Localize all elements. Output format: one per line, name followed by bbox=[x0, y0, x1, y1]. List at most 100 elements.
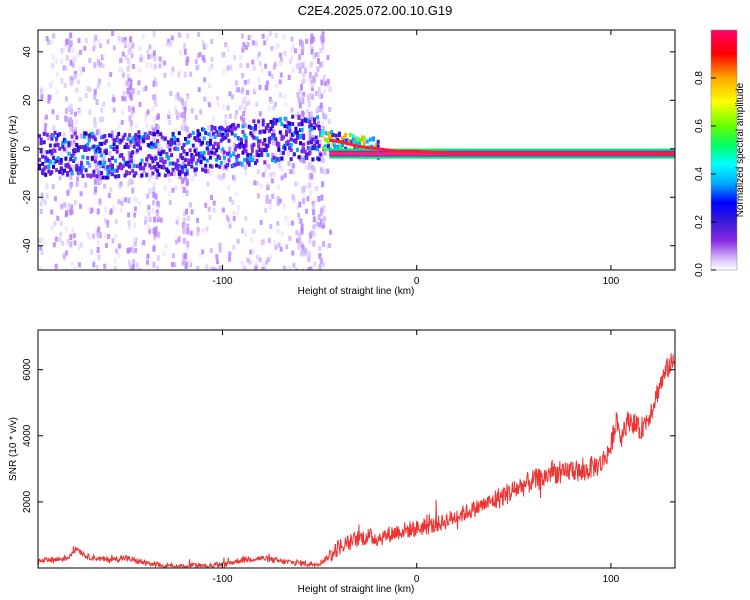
spectrogram-speckle bbox=[71, 48, 75, 54]
spectrogram-speckle bbox=[311, 134, 315, 140]
spectrogram-ridge-cell bbox=[146, 135, 150, 140]
spectrogram-ridge-cell bbox=[168, 142, 172, 147]
spectrogram-speckle bbox=[75, 181, 79, 187]
spectrogram-speckle bbox=[88, 235, 92, 241]
spectrogram-ridge-cell bbox=[215, 157, 219, 162]
spectrogram-streak bbox=[65, 116, 69, 123]
spectrogram-streak bbox=[182, 187, 186, 193]
spectrogram-streak bbox=[312, 230, 316, 237]
spectrogram-speckle bbox=[88, 86, 92, 92]
spectrogram-speckle bbox=[304, 67, 308, 73]
spectrogram-speckle bbox=[268, 205, 272, 211]
spectrogram-ridge-cell bbox=[50, 136, 54, 141]
spectrogram-ridge-cell bbox=[165, 152, 169, 157]
spectrogram-ridge-cell bbox=[285, 142, 288, 147]
spectrogram-speckle bbox=[262, 262, 266, 268]
spectrogram-speckle bbox=[240, 33, 244, 39]
spectrogram-ridge-cell bbox=[135, 164, 139, 169]
spectrogram-speckle bbox=[202, 57, 206, 63]
spectrogram-ridge-cell bbox=[93, 159, 97, 164]
spectrogram-ridge-cell bbox=[86, 155, 90, 160]
spectrogram-speckle bbox=[99, 43, 102, 49]
spectrogram-ridge-cell bbox=[247, 156, 251, 161]
spectrogram-ridge-cell bbox=[187, 140, 191, 145]
spectrogram-ridge-cell bbox=[67, 143, 71, 148]
spectrogram-speckle bbox=[254, 41, 258, 47]
spectrogram-speckle bbox=[187, 216, 191, 221]
spectrogram-speckle bbox=[209, 247, 213, 253]
spectrogram-ridge-cell bbox=[139, 162, 142, 167]
spectrogram-ridge-cell bbox=[316, 115, 320, 120]
spectrogram-speckle bbox=[273, 61, 277, 67]
spectrogram-streak bbox=[94, 154, 98, 161]
spectrogram-ridge-cell bbox=[283, 116, 287, 121]
spectrogram-streak bbox=[182, 228, 186, 235]
spectrogram-speckle bbox=[111, 31, 115, 36]
spectrogram-ridge-cell bbox=[78, 145, 82, 150]
spectrogram-streak bbox=[127, 58, 130, 65]
spectrogram-ridge-cell bbox=[191, 130, 195, 135]
spectrogram-ridge-cell bbox=[216, 142, 220, 147]
spectrogram-ridge-cell bbox=[107, 170, 111, 174]
spectrogram-speckle bbox=[54, 236, 58, 242]
spectrogram-streak bbox=[153, 55, 157, 62]
spectrogram-speckle bbox=[290, 47, 294, 53]
spectrogram-ridge-cell bbox=[316, 156, 320, 161]
spectrogram-ridge-cell bbox=[128, 171, 132, 176]
spectrogram-speckle bbox=[47, 94, 51, 100]
spectrogram-speckle bbox=[172, 171, 176, 176]
spectrogram-speckle bbox=[292, 262, 296, 268]
spectrogram-ridge-cell bbox=[240, 141, 243, 146]
spectrogram-speckle bbox=[248, 260, 252, 266]
spectrogram-ridge-cell bbox=[337, 131, 341, 136]
spectrogram-ridge-cell bbox=[232, 122, 236, 127]
spectrogram-ridge-cell bbox=[165, 154, 169, 159]
spectrogram-speckle bbox=[170, 70, 174, 76]
spectrogram-ridge-cell bbox=[86, 173, 90, 178]
spectrogram-ridge-cell bbox=[266, 143, 270, 148]
spectrogram-speckle bbox=[76, 52, 80, 58]
spectrogram-speckle bbox=[120, 67, 124, 73]
spectrogram-speckle bbox=[142, 240, 146, 246]
spectrogram-streak bbox=[310, 45, 314, 52]
spectrogram-ridge-cell bbox=[233, 162, 237, 167]
spectrogram-ridge-cell bbox=[170, 153, 174, 158]
spectrogram-speckle bbox=[146, 159, 150, 165]
spectrogram-ridge-cell bbox=[362, 141, 366, 146]
spectrogram-speckle bbox=[226, 105, 230, 111]
spectrogram-ridge-cell bbox=[272, 121, 276, 126]
spectrogram-ridge-cell bbox=[156, 169, 160, 174]
spectrogram-streak bbox=[182, 217, 186, 224]
spectrogram-ridge-cell bbox=[59, 166, 63, 171]
spectrogram-speckle bbox=[62, 254, 66, 260]
spectrogram-ridge-cell bbox=[98, 147, 102, 152]
spectrogram-speckle bbox=[197, 87, 201, 93]
spectrogram-streak bbox=[310, 38, 313, 45]
spectrogram-speckle bbox=[72, 55, 76, 61]
spectrogram-streak bbox=[308, 173, 312, 180]
spectrogram-speckle bbox=[77, 38, 81, 43]
spectrogram-speckle bbox=[56, 215, 60, 221]
spectrogram-speckle bbox=[222, 173, 226, 179]
spectrogram-ridge-cell bbox=[365, 139, 369, 144]
spectrogram-speckle bbox=[58, 175, 62, 181]
spectrogram-speckle bbox=[72, 233, 76, 239]
spectrogram-speckle bbox=[110, 208, 114, 214]
spectrogram-ridge-cell bbox=[244, 139, 248, 144]
spectrogram-ridge-cell bbox=[322, 145, 326, 150]
spectrogram-ridge-cell bbox=[258, 139, 262, 144]
spectrogram-streak bbox=[312, 240, 316, 247]
spectrogram-streak bbox=[183, 71, 187, 78]
spectrogram-speckle bbox=[92, 259, 96, 265]
spectrogram-ridge-cell bbox=[177, 169, 181, 174]
spectrogram-speckle bbox=[70, 261, 74, 267]
spectrogram-speckle bbox=[75, 87, 79, 93]
spectrogram-ridge-cell bbox=[90, 155, 94, 160]
spectrogram-ridge-cell bbox=[145, 172, 149, 177]
spectrogram-ridge-cell bbox=[56, 156, 60, 161]
spectrogram-streak bbox=[153, 234, 157, 241]
spectrogram-ridge-cell bbox=[66, 170, 69, 175]
spectrogram-ridge-cell bbox=[84, 131, 88, 136]
spectrogram-ridge-cell bbox=[215, 163, 219, 168]
